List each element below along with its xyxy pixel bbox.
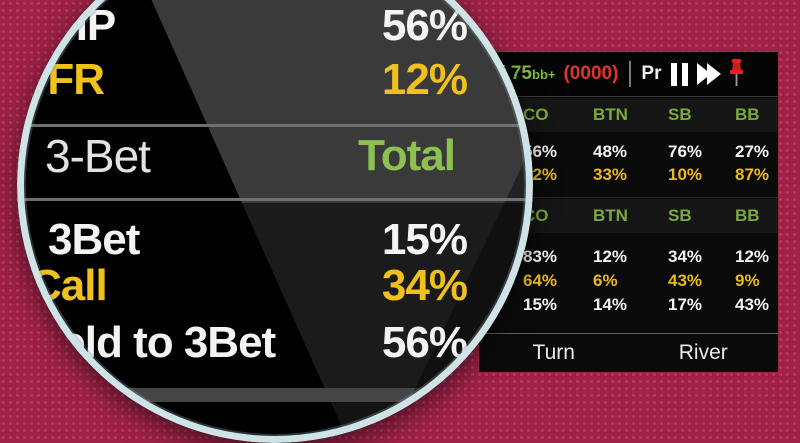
stat-label-pfr: PFR xyxy=(19,55,105,104)
stat-value-3bet: 15% xyxy=(381,215,468,264)
stat-cell: 17% xyxy=(668,295,703,314)
magnifier-divider xyxy=(17,198,533,201)
tab-river[interactable]: River xyxy=(678,341,728,364)
stat-cell: 10% xyxy=(668,165,703,184)
fast-forward-icon[interactable] xyxy=(697,63,722,85)
stat-cell: 33% xyxy=(593,165,628,184)
stat-cell: 14% xyxy=(593,295,628,314)
position-btn: BTN xyxy=(593,206,628,225)
stat-label-call: Call xyxy=(30,261,108,310)
position-sb: SB xyxy=(668,105,692,124)
position-sb: SB xyxy=(668,206,692,225)
street-tabs: Turn River xyxy=(479,334,778,372)
magnifier-circle: VPIP 56% PFR 12% 3-Bet Total 3Bet 15% Ca… xyxy=(17,0,533,443)
position-btn: BTN xyxy=(593,105,628,124)
panel-separator xyxy=(479,197,778,198)
stat-cell: 12% xyxy=(735,247,770,266)
stat-cell: 9% xyxy=(735,271,760,290)
stat-cell: 43% xyxy=(735,295,770,314)
stat-cell: 43% xyxy=(668,271,703,290)
stat-value-fold-to-3bet: 56% xyxy=(381,318,468,367)
section-value-total: Total xyxy=(358,131,456,180)
stat-label-3bet: 3Bet xyxy=(48,215,140,264)
stat-cell: 12% xyxy=(593,247,628,266)
section-label-3bet: 3-Bet xyxy=(45,130,151,182)
stake-unit: bb+ xyxy=(532,67,556,82)
stat-cell: 87% xyxy=(735,165,770,184)
stat-value-pfr: 12% xyxy=(381,55,468,104)
position-bb: BB xyxy=(735,105,760,124)
stat-label-vpip: VPIP xyxy=(19,1,116,50)
position-co: CO xyxy=(523,105,549,124)
panel-separator xyxy=(479,96,778,97)
stat-cell: 76% xyxy=(668,142,703,161)
position-bb: BB xyxy=(735,206,760,225)
stat-value-vpip: 56% xyxy=(381,1,468,50)
panel-separator xyxy=(479,333,778,334)
stat-label-fold-to-3bet: Fold to 3Bet xyxy=(33,318,276,367)
stake-label: 75bb+ xyxy=(511,63,556,85)
pushpin-icon[interactable] xyxy=(728,59,745,89)
tab-turn[interactable]: Turn xyxy=(532,341,575,364)
magnifier-bottom-strip xyxy=(17,388,533,402)
preflop-stat-row: 56% 48% 76% 27% xyxy=(479,140,778,163)
pr-label: Pr xyxy=(641,63,662,84)
session-counter: (0000) xyxy=(563,63,619,84)
pause-icon[interactable] xyxy=(671,62,689,86)
stat-cell: 6% xyxy=(593,271,618,290)
postflop-stat-row: 83% 12% 34% 12% xyxy=(479,245,778,268)
hud-topbar: 0/ 75bb+ (0000) Pr xyxy=(479,52,778,96)
magnifier-divider xyxy=(17,124,533,127)
stake-value: 75 xyxy=(510,63,532,84)
stat-cell: 34% xyxy=(668,247,703,266)
stat-cell: 27% xyxy=(735,142,770,161)
stat-cell: 48% xyxy=(593,142,628,161)
topbar-divider xyxy=(629,61,632,87)
stat-value-call: 34% xyxy=(381,261,468,310)
